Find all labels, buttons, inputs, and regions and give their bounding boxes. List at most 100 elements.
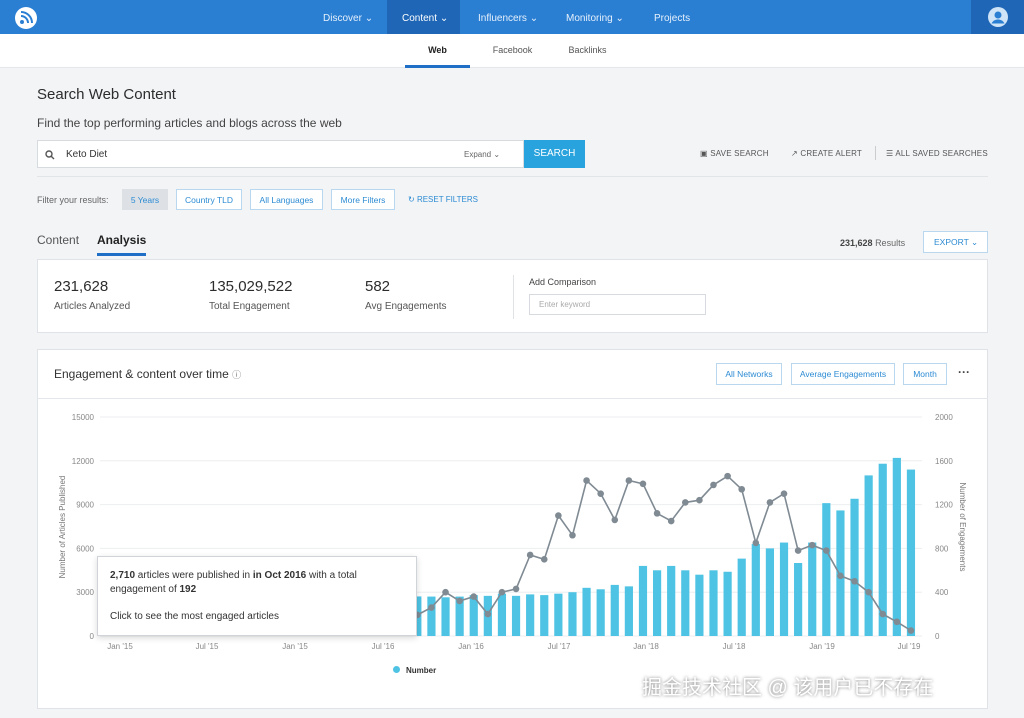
x-tick-label: Jul '17 [548,642,571,651]
all-saved-searches-button[interactable]: ☰ ALL SAVED SEARCHES [886,149,988,158]
bar [751,544,760,636]
right-axis-ticks: 0 400 800 1200 1600 2000 [935,413,953,641]
nav-influencers[interactable]: Influencers ⌄ [478,13,539,24]
x-tick-label: Jul '19 [898,642,921,651]
average-engagements-button[interactable]: Average Engagements [791,363,895,385]
bar [695,574,704,636]
legend-item[interactable]: Number [393,666,436,675]
tab-facebook[interactable]: Facebook [492,45,533,55]
right-tick-label: 1200 [935,501,953,510]
search-button[interactable]: SEARCH [524,140,585,168]
tab-web[interactable]: Web [405,34,470,68]
line-point [752,539,760,547]
line-point [498,588,506,596]
left-tick-label: 9000 [76,501,94,510]
bar [765,548,775,636]
bar [822,503,831,636]
stat-articles-label: Articles Analyzed [54,301,131,312]
export-button[interactable]: EXPORT ⌄ [923,231,988,253]
line-point [555,512,562,519]
search-input[interactable]: Keto Diet Expand ⌄ [37,140,524,168]
sub-nav: Web Facebook Backlinks [0,34,1024,68]
line-point [907,627,915,634]
line-point [456,597,463,605]
line-point [470,593,478,600]
left-tick-label: 0 [90,632,95,641]
chart-tooltip[interactable]: 2,710 articles were published in in Oct … [97,556,417,636]
bar [427,596,436,636]
stat-avg-value: 582 [365,278,391,295]
comparison-input[interactable]: Enter keyword [529,294,706,315]
tooltip-cta[interactable]: Click to see the most engaged articles [110,611,279,622]
x-tick-label: Jan '15 [282,642,308,651]
chevron-down-icon: ⌄ [493,150,501,159]
x-tick-label: Jul '18 [723,642,746,651]
x-tick-label: Jan '15 [107,642,133,651]
avatar[interactable] [971,0,1024,34]
expand-toggle[interactable]: Expand ⌄ [464,150,501,159]
filter-5-years[interactable]: 5 Years [122,189,168,210]
engagement-points [414,472,915,634]
bar [808,542,817,636]
chart-title: Engagement & content over time ⓘ [54,367,242,381]
bar [624,586,633,636]
filter-all-languages[interactable]: All Languages [250,189,323,210]
filter-more-filters[interactable]: More Filters [331,189,395,210]
bar [667,565,676,636]
more-dots-icon[interactable]: ··· [958,365,970,379]
nav-monitoring[interactable]: Monitoring ⌄ [566,13,624,24]
line-point [512,585,520,593]
line-point [625,477,633,484]
bar [554,593,563,636]
divider [875,146,876,160]
line-point [738,485,746,493]
bar [723,571,732,636]
bar [596,589,605,636]
bar [681,570,690,636]
reset-filters-button[interactable]: ↻ RESET FILTERS [408,195,478,204]
x-tick-label: Jan '18 [633,642,659,651]
x-tick-label: Jul '16 [372,642,395,651]
tab-analysis[interactable]: Analysis [97,233,147,256]
search-value: Keto Diet [66,149,108,160]
nav-content[interactable]: Content ⌄ [387,0,460,34]
create-alert-button[interactable]: ↗ CREATE ALERT [791,149,863,158]
chevron-down-icon: ⌄ [529,13,539,24]
stats-card [37,259,988,333]
line-point [879,610,887,618]
x-tick-label: Jul '15 [196,642,219,651]
line-point [583,477,590,484]
all-networks-button[interactable]: All Networks [716,363,782,385]
bar [709,570,718,636]
bar [878,463,887,636]
divider [37,398,988,399]
page-subtitle: Find the top performing articles and blo… [37,116,342,130]
line-point [681,499,689,506]
stat-articles-value: 231,628 [54,278,109,295]
bar [652,570,662,636]
info-icon[interactable]: ⓘ [232,370,242,380]
divider [37,176,988,177]
bar [497,593,507,636]
tab-backlinks[interactable]: Backlinks [568,45,607,55]
month-button[interactable]: Month [903,363,947,385]
bar [455,596,464,636]
save-search-button[interactable]: ▣ SAVE SEARCH [700,149,769,158]
bar [737,558,746,636]
line-point [724,472,731,480]
left-tick-label: 6000 [76,544,94,553]
stat-engagement-label: Total Engagement [209,301,290,312]
tab-content[interactable]: Content [37,233,80,247]
nav-projects[interactable]: Projects [654,13,691,24]
logo-icon[interactable] [14,6,38,30]
line-point [667,517,675,525]
chevron-down-icon: ⌄ [364,13,374,24]
nav-discover[interactable]: Discover ⌄ [323,13,374,24]
left-tick-label: 3000 [76,588,94,597]
user-icon [988,7,1008,27]
bar [526,594,535,636]
filter-country-tld[interactable]: Country TLD [176,189,242,210]
line-point [696,496,703,504]
line-point [794,547,802,554]
filter-label: Filter your results: [37,195,109,205]
